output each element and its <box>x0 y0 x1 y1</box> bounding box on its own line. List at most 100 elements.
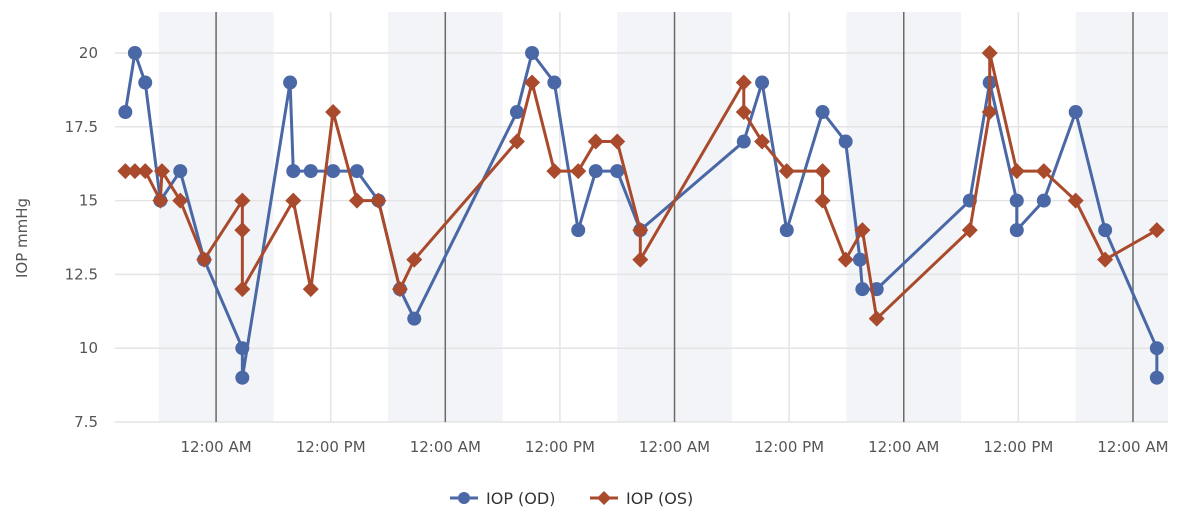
data-point-od[interactable] <box>1149 370 1164 385</box>
x-tick-label: 12:00 AM <box>1097 438 1168 456</box>
data-point-os[interactable] <box>981 104 998 121</box>
data-point-od[interactable] <box>525 46 540 60</box>
data-point-os[interactable] <box>302 281 319 298</box>
data-point-od[interactable] <box>286 164 301 179</box>
data-point-od[interactable] <box>779 223 794 238</box>
series-line <box>125 51 1158 321</box>
x-gridlines <box>215 12 1134 422</box>
data-point-os[interactable] <box>587 133 604 150</box>
data-point-os[interactable] <box>1008 163 1025 180</box>
data-point-od[interactable] <box>349 164 364 179</box>
legend-item-od[interactable]: IOP (OD) <box>450 489 555 508</box>
data-point-os[interactable] <box>172 192 189 209</box>
data-point-os[interactable] <box>735 74 752 91</box>
data-point-os[interactable] <box>137 163 154 180</box>
data-point-os[interactable] <box>961 222 978 239</box>
x-tick-label: 12:00 AM <box>868 438 939 456</box>
data-point-os[interactable] <box>325 104 342 121</box>
data-point-od[interactable] <box>1068 105 1083 120</box>
data-point-od[interactable] <box>855 282 870 297</box>
data-point-os[interactable] <box>632 251 649 268</box>
data-point-od[interactable] <box>173 164 188 179</box>
x-tick-label: 12:00 AM <box>639 438 710 456</box>
data-point-od[interactable] <box>127 46 142 60</box>
data-point-os[interactable] <box>234 281 251 298</box>
data-point-os[interactable] <box>234 192 251 209</box>
data-point-os[interactable] <box>1097 251 1114 268</box>
data-point-os[interactable] <box>152 192 169 209</box>
data-point-od[interactable] <box>588 164 603 179</box>
data-point-os[interactable] <box>814 192 831 209</box>
data-point-od[interactable] <box>736 134 751 149</box>
data-point-od[interactable] <box>407 311 422 326</box>
data-point-os[interactable] <box>370 192 387 209</box>
series-od <box>118 46 1164 385</box>
data-point-os[interactable] <box>632 222 649 239</box>
data-point-os[interactable] <box>814 163 831 180</box>
data-point-od[interactable] <box>852 252 867 267</box>
legend: IOP (OD) IOP (OS) <box>450 489 693 508</box>
data-point-os[interactable] <box>117 163 134 180</box>
x-tick-labels: 12:00 AM 12:00 PM 12:00 AM 12:00 PM 12:00 AM… <box>180 438 1168 456</box>
data-point-od[interactable] <box>1036 193 1051 208</box>
data-point-os[interactable] <box>868 310 885 327</box>
data-point-os[interactable] <box>854 222 871 239</box>
data-point-os[interactable] <box>546 163 563 180</box>
data-point-os[interactable] <box>1035 163 1052 180</box>
data-point-os[interactable] <box>754 133 771 150</box>
x-tick-label: 12:00 PM <box>983 438 1053 456</box>
data-point-od[interactable] <box>1149 341 1164 356</box>
data-point-os[interactable] <box>609 133 626 150</box>
x-tick-label: 12:00 PM <box>525 438 595 456</box>
data-point-od[interactable] <box>838 134 853 149</box>
legend-label-os: IOP (OS) <box>626 489 693 508</box>
data-point-os[interactable] <box>196 251 213 268</box>
y-tick-label: 20 <box>79 44 98 62</box>
data-point-os[interactable] <box>837 251 854 268</box>
data-point-od[interactable] <box>118 105 133 120</box>
data-point-os[interactable] <box>1067 192 1084 209</box>
legend-label-od: IOP (OD) <box>486 489 555 508</box>
data-point-od[interactable] <box>1009 193 1024 208</box>
data-point-os[interactable] <box>285 192 302 209</box>
data-point-os[interactable] <box>391 281 408 298</box>
y-tick-label: 12.5 <box>65 265 98 283</box>
x-tick-label: 12:00 AM <box>180 438 251 456</box>
data-point-os[interactable] <box>735 104 752 121</box>
data-point-od[interactable] <box>235 341 250 356</box>
data-point-os[interactable] <box>524 74 541 91</box>
y-tick-label: 7.5 <box>74 413 98 431</box>
data-point-od[interactable] <box>326 164 341 179</box>
data-point-os[interactable] <box>508 133 525 150</box>
data-point-od[interactable] <box>283 75 298 90</box>
x-tick-label: 12:00 AM <box>410 438 481 456</box>
data-point-od[interactable] <box>1009 223 1024 238</box>
data-point-od[interactable] <box>571 223 586 238</box>
data-point-os[interactable] <box>1148 222 1165 239</box>
night-band <box>1075 12 1168 422</box>
data-point-os[interactable] <box>778 163 795 180</box>
data-point-od[interactable] <box>235 370 250 385</box>
data-point-od[interactable] <box>138 75 153 90</box>
data-point-od[interactable] <box>755 75 770 90</box>
data-point-os[interactable] <box>348 192 365 209</box>
data-point-os[interactable] <box>234 222 251 239</box>
data-point-os[interactable] <box>406 251 423 268</box>
y-tick-label: 15 <box>79 192 98 210</box>
y-tick-label: 17.5 <box>65 118 98 136</box>
data-point-os[interactable] <box>570 163 587 180</box>
data-point-os[interactable] <box>126 163 143 180</box>
data-point-od[interactable] <box>303 164 318 179</box>
data-point-od[interactable] <box>509 105 524 120</box>
data-point-od[interactable] <box>547 75 562 90</box>
data-point-os[interactable] <box>153 163 170 180</box>
series-line <box>123 51 1159 380</box>
legend-item-os[interactable]: IOP (OS) <box>590 489 693 508</box>
data-point-od[interactable] <box>1098 223 1113 238</box>
data-point-od[interactable] <box>815 105 830 120</box>
data-point-od[interactable] <box>610 164 625 179</box>
data-point-os[interactable] <box>981 45 998 61</box>
y-tick-labels: 7.5 10 12.5 15 17.5 20 <box>65 44 98 431</box>
series-layer <box>117 45 1165 385</box>
